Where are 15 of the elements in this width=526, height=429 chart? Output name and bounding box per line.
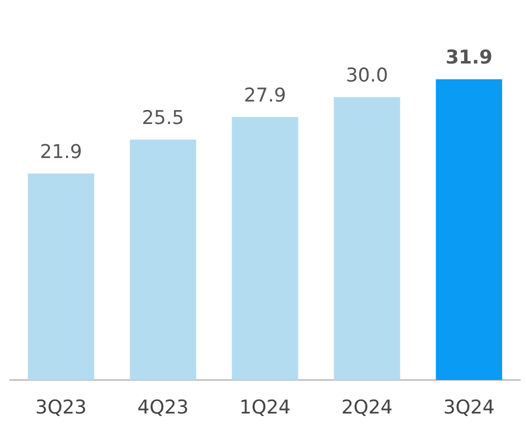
bar [28,174,94,380]
x-tick-label: 2Q24 [341,396,393,418]
x-tick-label: 1Q24 [239,396,291,418]
x-tick-label: 4Q23 [137,396,189,418]
bar [436,79,502,380]
bar [334,97,400,380]
bar [232,116,298,380]
data-label: 25.5 [142,107,184,130]
bar [130,140,196,380]
x-tick-label: 3Q23 [35,396,87,418]
data-label: 30.0 [346,64,388,87]
x-tick-label: 3Q24 [443,396,495,418]
data-label: 31.9 [446,46,492,69]
data-label: 21.9 [40,141,82,164]
data-label: 27.9 [244,84,286,106]
